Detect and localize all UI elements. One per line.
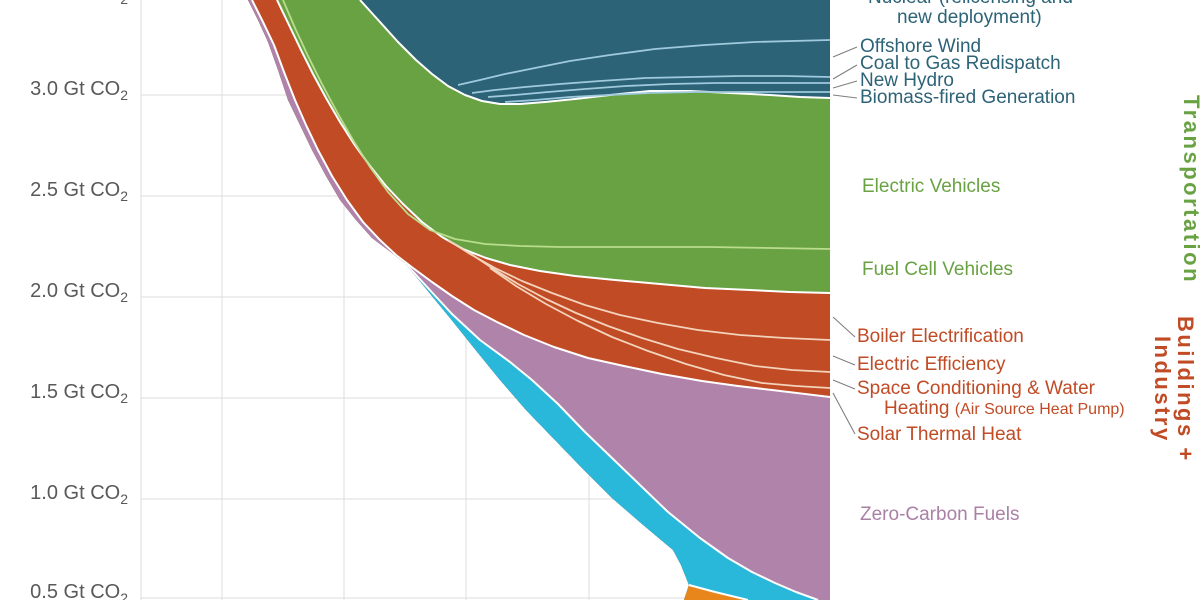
y-tick-0.5: 0.5 Gt CO2 bbox=[30, 581, 128, 600]
leader-lines bbox=[832, 46, 858, 435]
separator-offshore-wind-coal-to-gas bbox=[471, 75, 830, 94]
y-tick-1.5: 1.5 Gt CO2 bbox=[30, 381, 128, 406]
separator-new-hydro-biomass bbox=[504, 91, 830, 103]
y-tick-3.5: 3.5 Gt CO2 bbox=[0, 0, 128, 11]
separator-nuclear-offshore-wind bbox=[457, 39, 830, 86]
y-tick-3.0: 3.0 Gt CO2 bbox=[30, 78, 128, 103]
sector-transportation: Transportation bbox=[1179, 95, 1200, 285]
group-line-redMauve bbox=[251, 0, 830, 398]
label-zero-carbon-fuels: Zero-Carbon Fuels bbox=[860, 504, 1020, 525]
label-space-conditioning-2: Heating (Air Source Heat Pump) bbox=[884, 398, 1125, 419]
separator-space-cond-solar-thermal bbox=[489, 267, 830, 389]
label-electric-efficiency: Electric Efficiency bbox=[857, 354, 1006, 375]
label-biomass: Biomass-fired Generation bbox=[860, 87, 1076, 108]
label-offshore-wind: Offshore Wind bbox=[860, 36, 982, 57]
label-coal-to-gas: Coal to Gas Redispatch bbox=[860, 53, 1061, 74]
label-new-hydro: New Hydro bbox=[860, 70, 954, 91]
label-fuel-cell-vehicles: Fuel Cell Vehicles bbox=[862, 259, 1014, 280]
group-line-mauveCyan bbox=[404, 262, 819, 600]
y-tick-2.0: 2.0 Gt CO2 bbox=[30, 280, 128, 305]
y-tick-1.0: 1.0 Gt CO2 bbox=[30, 482, 128, 507]
label-solar-thermal-heat: Solar Thermal Heat bbox=[857, 424, 1022, 445]
group-line-tealGreen bbox=[359, 0, 830, 105]
label-electric-vehicles: Electric Vehicles bbox=[862, 176, 1001, 197]
label-space-conditioning-1: Space Conditioning & Water bbox=[857, 378, 1095, 399]
separator-efficiency-space-cond bbox=[467, 251, 830, 373]
label-nuclear-line2: new deployment) bbox=[897, 7, 1042, 28]
label-nuclear-line1: Nuclear (relicensing and bbox=[868, 0, 1073, 8]
group-line-cyanOrange bbox=[688, 584, 749, 600]
separator-ev-fuel-cell bbox=[282, 0, 830, 250]
y-tick-2.5: 2.5 Gt CO2 bbox=[30, 179, 128, 204]
separator-coal-to-gas-new-hydro bbox=[487, 82, 830, 98]
group-line-greenRed bbox=[276, 0, 830, 294]
separator-boiler-electric-efficiency bbox=[447, 239, 830, 341]
sector-buildings-industry: Buildings + Industry bbox=[1150, 316, 1198, 463]
label-boiler-electrification: Boiler Electrification bbox=[857, 326, 1024, 347]
